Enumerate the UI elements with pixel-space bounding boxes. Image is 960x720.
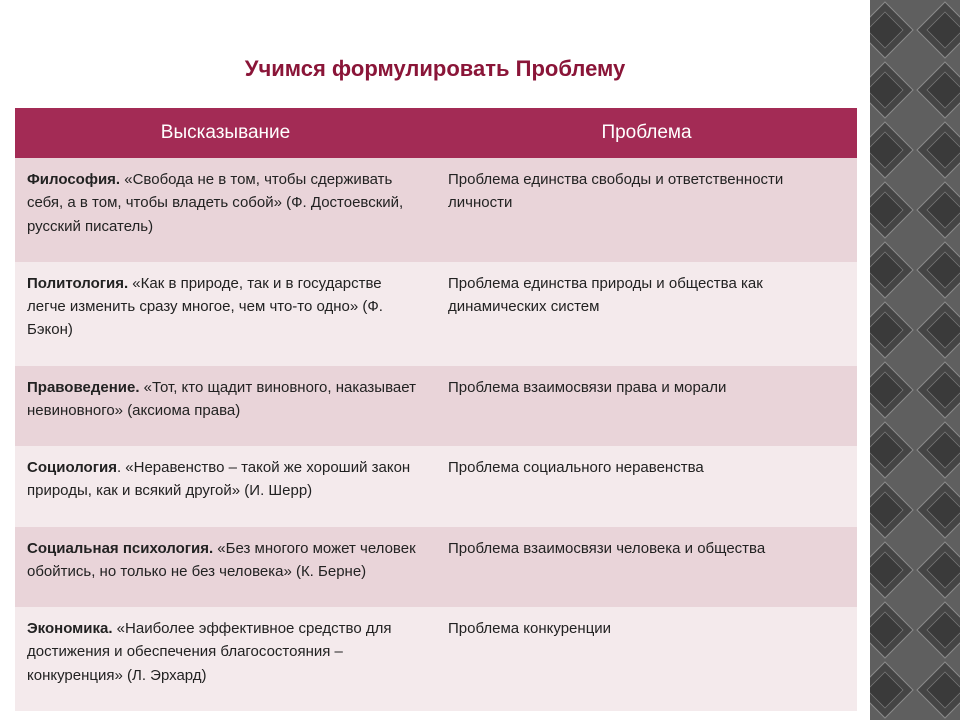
table-header-row: Высказывание Проблема <box>15 108 857 158</box>
cell-problem: Проблема взаимосвязи права и морали <box>436 366 857 447</box>
diamond-pattern-icon <box>870 0 960 720</box>
subject-label: Социология <box>27 459 117 476</box>
cell-problem: Проблема единства природы и общества как… <box>436 262 857 366</box>
subject-label: Социальная психология. <box>27 540 213 557</box>
cell-statement: Философия. «Свобода не в том, чтобы сдер… <box>15 158 436 262</box>
subject-label: Философия. <box>27 171 120 188</box>
table-row: Социальная психология. «Без многого може… <box>15 527 857 608</box>
table-row: Правоведение. «Тот, кто щадит виновного,… <box>15 366 857 447</box>
subject-label: Политология. <box>27 275 128 292</box>
table-row: Философия. «Свобода не в том, чтобы сдер… <box>15 158 857 262</box>
slide: Учимся формулировать Проблему Высказыван… <box>0 0 960 720</box>
subject-label: Экономика. <box>27 620 113 637</box>
subject-label: Правоведение. <box>27 379 140 396</box>
table-row: Экономика. «Наиболее эффективное средств… <box>15 607 857 711</box>
problems-table: Высказывание Проблема Философия. «Свобод… <box>15 108 857 711</box>
cell-problem: Проблема социального неравенства <box>436 446 857 527</box>
page-title: Учимся формулировать Проблему <box>0 56 870 82</box>
table-row: Политология. «Как в природе, так и в гос… <box>15 262 857 366</box>
decorative-strip <box>870 0 960 720</box>
table-row: Социология. «Неравенство – такой же хоро… <box>15 446 857 527</box>
cell-problem: Проблема единства свободы и ответственно… <box>436 158 857 262</box>
col-header-statement: Высказывание <box>15 108 436 158</box>
cell-statement: Правоведение. «Тот, кто щадит виновного,… <box>15 366 436 447</box>
cell-problem: Проблема конкуренции <box>436 607 857 711</box>
cell-problem: Проблема взаимосвязи человека и общества <box>436 527 857 608</box>
cell-statement: Экономика. «Наиболее эффективное средств… <box>15 607 436 711</box>
cell-statement: Политология. «Как в природе, так и в гос… <box>15 262 436 366</box>
cell-statement: Социальная психология. «Без многого може… <box>15 527 436 608</box>
col-header-problem: Проблема <box>436 108 857 158</box>
cell-statement: Социология. «Неравенство – такой же хоро… <box>15 446 436 527</box>
